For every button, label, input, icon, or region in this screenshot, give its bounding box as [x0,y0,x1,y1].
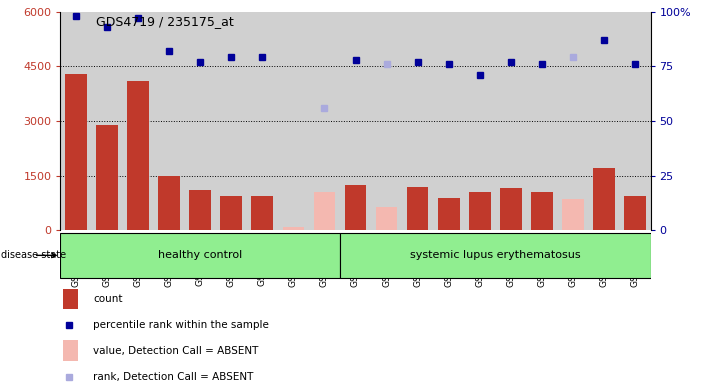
Text: systemic lupus erythematosus: systemic lupus erythematosus [410,250,581,260]
Bar [469,192,491,230]
Bar [96,124,118,230]
Bar [252,196,273,230]
Bar [215,12,247,230]
Text: value, Detection Call = ABSENT: value, Detection Call = ABSENT [93,346,258,356]
Text: rank, Detection Call = ABSENT: rank, Detection Call = ABSENT [93,372,253,382]
Bar [593,168,615,230]
Bar [220,196,242,230]
Bar [345,185,366,230]
Bar [557,12,589,230]
Bar [185,12,215,230]
Bar [589,12,619,230]
Bar [624,196,646,230]
Bar [438,197,459,230]
Bar [496,12,526,230]
Bar [154,12,185,230]
Bar [282,227,304,230]
Bar [159,176,180,230]
Bar [127,81,149,230]
Bar [340,233,651,278]
Bar [314,192,336,230]
Bar [60,233,340,278]
Text: disease state: disease state [1,250,66,260]
Bar [309,12,340,230]
Bar [531,192,552,230]
Bar [247,12,278,230]
Text: GDS4719 / 235175_at: GDS4719 / 235175_at [96,15,234,28]
Bar [63,289,78,310]
Bar [371,12,402,230]
Bar [65,73,87,230]
Bar [619,12,651,230]
Text: count: count [93,294,122,304]
Bar [500,189,522,230]
Bar [526,12,557,230]
Bar [375,207,397,230]
Bar [189,190,211,230]
Bar [278,12,309,230]
Bar [92,12,122,230]
Bar [407,187,429,230]
Bar [562,199,584,230]
Bar [402,12,433,230]
Text: healthy control: healthy control [158,250,242,260]
Text: percentile rank within the sample: percentile rank within the sample [93,320,269,330]
Bar [433,12,464,230]
Bar [60,12,92,230]
Bar [464,12,496,230]
Bar [63,341,78,361]
Bar [122,12,154,230]
Bar [340,12,371,230]
